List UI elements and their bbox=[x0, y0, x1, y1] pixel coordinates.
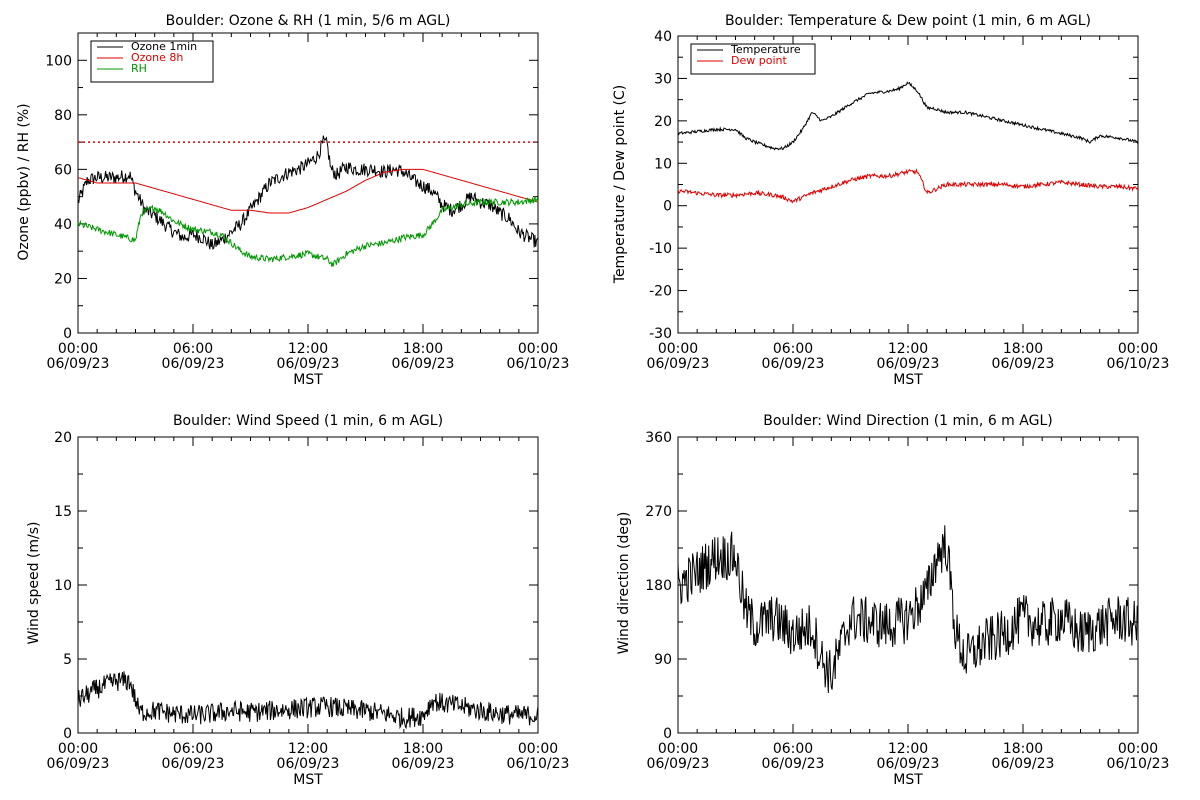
x-tick-label-time: 18:00 bbox=[403, 741, 443, 757]
x-tick-label-date: 06/09/23 bbox=[162, 756, 225, 772]
x-tick-label-time: 00:00 bbox=[518, 741, 558, 757]
panel-temperature-dewpoint: Boulder: Temperature & Dew point (1 min,… bbox=[612, 13, 1169, 388]
x-tick-label-date: 06/10/23 bbox=[1107, 356, 1170, 372]
x-axis-label: MST bbox=[293, 372, 323, 388]
series-line-dew-point bbox=[677, 168, 1139, 204]
x-tick-label-date: 06/09/23 bbox=[762, 756, 825, 772]
y-tick-label: 90 bbox=[654, 652, 672, 668]
x-tick-label-date: 06/10/23 bbox=[1107, 756, 1170, 772]
x-tick-label-time: 00:00 bbox=[58, 741, 98, 757]
x-tick-label-time: 00:00 bbox=[1118, 341, 1158, 357]
y-tick-label: 0 bbox=[63, 726, 72, 742]
x-tick-label-date: 06/09/23 bbox=[647, 356, 710, 372]
x-tick-label-time: 00:00 bbox=[658, 741, 698, 757]
x-tick-label-time: 00:00 bbox=[658, 341, 698, 357]
x-tick-label-time: 12:00 bbox=[288, 741, 328, 757]
y-tick-label: 270 bbox=[645, 504, 672, 520]
x-tick-label-time: 00:00 bbox=[1118, 741, 1158, 757]
x-tick-label-time: 06:00 bbox=[773, 341, 813, 357]
x-tick-label-date: 06/09/23 bbox=[762, 356, 825, 372]
x-tick-label-date: 06/09/23 bbox=[647, 756, 710, 772]
legend-entry: Dew point bbox=[731, 54, 787, 67]
x-tick-label-date: 06/09/23 bbox=[47, 756, 110, 772]
y-axis-label: Temperature / Dew point (C) bbox=[612, 85, 628, 284]
y-tick-label: 60 bbox=[54, 162, 72, 178]
y-axis-label: Ozone (ppbv) / RH (%) bbox=[16, 103, 32, 260]
series-line-data bbox=[77, 671, 539, 730]
x-tick-label-date: 06/09/23 bbox=[392, 756, 455, 772]
x-tick-label-time: 06:00 bbox=[173, 741, 213, 757]
x-tick-label-date: 06/09/23 bbox=[877, 356, 940, 372]
x-tick-label-date: 06/09/23 bbox=[992, 756, 1055, 772]
y-tick-label: 20 bbox=[654, 114, 672, 130]
x-tick-label-time: 00:00 bbox=[518, 341, 558, 357]
x-tick-label-time: 00:00 bbox=[58, 341, 98, 357]
chart-title: Boulder: Wind Speed (1 min, 6 m AGL) bbox=[173, 413, 443, 429]
x-tick-label-date: 06/09/23 bbox=[277, 356, 340, 372]
y-tick-label: 0 bbox=[63, 326, 72, 342]
y-tick-label: 30 bbox=[654, 71, 672, 87]
x-tick-label-date: 06/09/23 bbox=[992, 356, 1055, 372]
legend-entry: Ozone 1min bbox=[131, 40, 197, 53]
plot-frame bbox=[677, 436, 1139, 734]
x-tick-label-date: 06/09/23 bbox=[277, 756, 340, 772]
x-axis-label: MST bbox=[893, 772, 923, 788]
legend-entry: Temperature bbox=[730, 43, 801, 56]
x-tick-label-date: 06/09/23 bbox=[877, 756, 940, 772]
series-line-ozone-1min bbox=[77, 135, 539, 251]
x-tick-label-date: 06/09/23 bbox=[162, 356, 225, 372]
legend-box bbox=[690, 43, 816, 75]
legend-box bbox=[90, 40, 214, 83]
y-axis-label: Wind direction (deg) bbox=[616, 512, 632, 655]
y-tick-label: 5 bbox=[63, 652, 72, 668]
x-tick-label-time: 06:00 bbox=[173, 341, 213, 357]
y-tick-label: -10 bbox=[649, 241, 672, 257]
x-tick-label-time: 18:00 bbox=[403, 341, 443, 357]
y-tick-label: 80 bbox=[54, 108, 72, 124]
x-tick-label-time: 12:00 bbox=[888, 341, 928, 357]
x-tick-label-date: 06/09/23 bbox=[47, 356, 110, 372]
y-tick-label: -20 bbox=[649, 284, 672, 300]
legend-entry: RH bbox=[131, 62, 147, 75]
y-tick-label: 10 bbox=[654, 156, 672, 172]
y-tick-label: 10 bbox=[54, 578, 72, 594]
y-tick-label: 0 bbox=[663, 199, 672, 215]
panel-wind-direction: Boulder: Wind Direction (1 min, 6 m AGL)… bbox=[616, 413, 1169, 788]
chart-title: Boulder: Ozone & RH (1 min, 5/6 m AGL) bbox=[166, 13, 451, 29]
x-tick-label-date: 06/10/23 bbox=[507, 356, 570, 372]
y-tick-label: 100 bbox=[45, 53, 72, 69]
x-tick-label-date: 06/09/23 bbox=[392, 356, 455, 372]
y-tick-label: 40 bbox=[654, 29, 672, 45]
panel-wind-speed: Boulder: Wind Speed (1 min, 6 m AGL) Win… bbox=[26, 413, 569, 788]
y-axis-label: Wind speed (m/s) bbox=[26, 522, 42, 645]
y-tick-label: 20 bbox=[54, 430, 72, 446]
y-tick-label: -30 bbox=[649, 326, 672, 342]
y-tick-label: 180 bbox=[645, 578, 672, 594]
chart-title: Boulder: Temperature & Dew point (1 min,… bbox=[725, 13, 1091, 29]
series-line-rh bbox=[77, 196, 539, 267]
x-tick-label-date: 06/10/23 bbox=[507, 756, 570, 772]
series-line-ozone-8h bbox=[77, 168, 539, 214]
plot-frame bbox=[677, 35, 1139, 334]
x-tick-label-time: 18:00 bbox=[1003, 741, 1043, 757]
legend-entry: Ozone 8h bbox=[131, 51, 183, 64]
y-tick-label: 20 bbox=[54, 271, 72, 287]
x-tick-label-time: 18:00 bbox=[1003, 341, 1043, 357]
y-tick-label: 0 bbox=[663, 726, 672, 742]
chart-title: Boulder: Wind Direction (1 min, 6 m AGL) bbox=[763, 413, 1052, 429]
x-tick-label-time: 06:00 bbox=[773, 741, 813, 757]
y-tick-label: 40 bbox=[54, 217, 72, 233]
panel-ozone-rh: Boulder: Ozone & RH (1 min, 5/6 m AGL) O… bbox=[16, 13, 569, 388]
y-tick-label: 360 bbox=[645, 430, 672, 446]
x-tick-label-time: 12:00 bbox=[288, 341, 328, 357]
x-tick-label-time: 12:00 bbox=[888, 741, 928, 757]
x-axis-label: MST bbox=[293, 772, 323, 788]
series-line-data bbox=[677, 525, 1139, 694]
x-axis-label: MST bbox=[893, 372, 923, 388]
plot-frame bbox=[77, 436, 539, 734]
y-tick-label: 15 bbox=[54, 504, 72, 520]
series-line-temperature bbox=[677, 81, 1139, 151]
